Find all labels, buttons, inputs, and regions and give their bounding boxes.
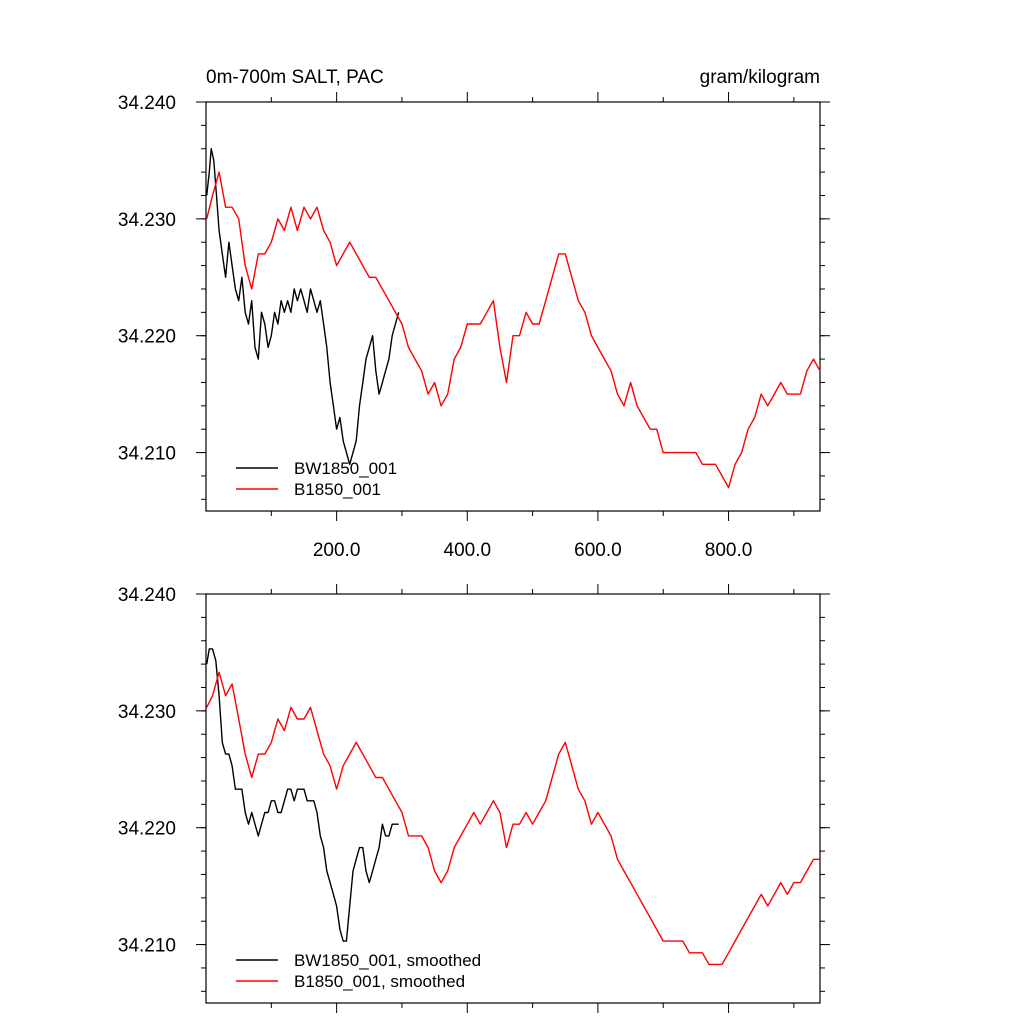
y-tick-label: 34.240	[118, 585, 176, 606]
series-line	[206, 171, 821, 489]
plot-frame	[205, 101, 821, 512]
legend-label: BW1850_001, smoothed	[294, 951, 481, 970]
series-line	[206, 648, 399, 942]
series-line	[206, 147, 400, 465]
x-tick-label: 400.0	[444, 540, 492, 561]
legend-label: BW1850_001	[294, 459, 397, 478]
x-tick-label: 800.0	[705, 540, 753, 561]
y-tick-label: 34.210	[118, 444, 176, 465]
legend-label: B1850_001, smoothed	[294, 972, 465, 991]
top-panel: 200.0 400.0 600.0 800.0 34.210 34.220 34.230 34…	[118, 92, 830, 561]
chart-units-label: gram/kilogram	[700, 67, 820, 88]
x-tick-label: 600.0	[574, 540, 622, 561]
plot-frame	[205, 593, 821, 1004]
x-tick-label: 200.0	[313, 540, 361, 561]
y-tick-label: 34.210	[118, 936, 176, 957]
y-tick-label: 34.220	[118, 819, 176, 840]
y-tick-label: 34.220	[118, 327, 176, 348]
bottom-panel: 34.210 34.220 34.230 34.240 BW1850_001, smoo…	[118, 584, 830, 1013]
y-tick-label: 34.230	[118, 210, 176, 231]
y-tick-label: 34.240	[118, 93, 176, 114]
y-tick-label: 34.230	[118, 702, 176, 723]
chart-title: 0m-700m SALT, PAC	[206, 67, 384, 88]
legend-label: B1850_001	[294, 480, 381, 499]
series-line	[206, 671, 820, 966]
